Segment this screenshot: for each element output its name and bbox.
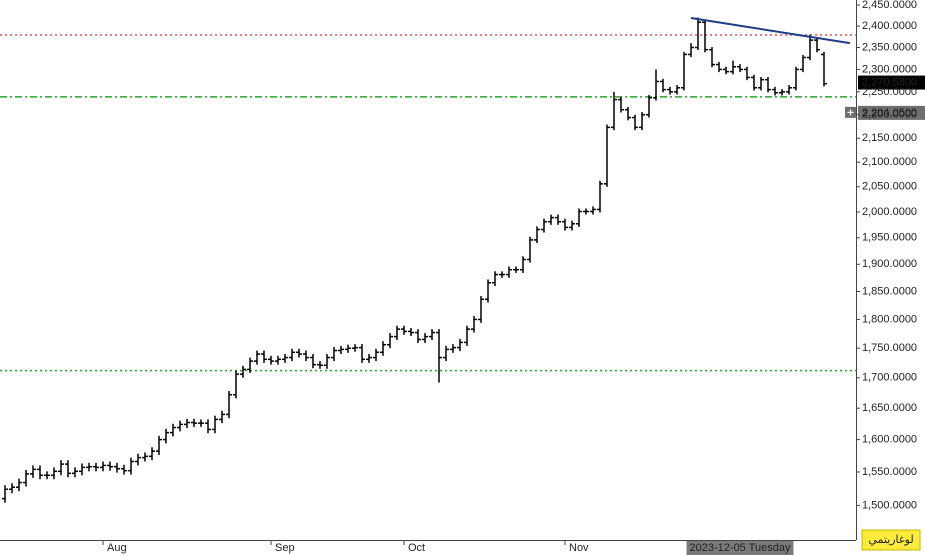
y-tick-label: 1,950.0000 <box>862 232 917 244</box>
y-tick-label: 1,700.0000 <box>862 372 917 384</box>
scale-button[interactable] <box>861 529 921 551</box>
price-label-box <box>858 105 925 120</box>
y-tick-label: 2,000.0000 <box>862 206 917 218</box>
x-label-highlight <box>686 541 794 555</box>
y-tick-label: 1,650.0000 <box>862 402 917 414</box>
x-tick-label: Oct <box>408 542 425 554</box>
y-tick-label: 1,600.0000 <box>862 433 917 445</box>
x-tick-label: Aug <box>107 542 127 554</box>
y-tick-label: 1,500.0000 <box>862 499 917 511</box>
y-tick-label: 2,250.0000 <box>862 86 917 98</box>
trendline <box>690 16 851 45</box>
scale-button-label[interactable]: لوغاريتمي <box>868 534 913 546</box>
y-tick-label: 1,550.0000 <box>862 466 917 478</box>
x-tick-label: Sep <box>275 542 295 554</box>
plot <box>0 16 856 503</box>
y-tick-label: 1,850.0000 <box>862 285 917 297</box>
price-label: 2,204.0500 <box>862 107 917 119</box>
y-tick-label: 2,050.0000 <box>862 181 917 193</box>
price-label: 2,270.5800 <box>862 76 917 88</box>
y-tick-label: 2,300.0000 <box>862 63 917 75</box>
y-tick-label: 2,150.0000 <box>862 132 917 144</box>
x-tick-label: 2023-12-05 Tuesday <box>690 542 791 554</box>
y-tick-label: 2,100.0000 <box>862 156 917 168</box>
x-tick-label: Nov <box>569 542 589 554</box>
y-tick-label: 2,350.0000 <box>862 41 917 53</box>
overlay: 2,270.5800 2,204.0500 <box>845 75 925 120</box>
y-tick-label: 1,750.0000 <box>862 342 917 354</box>
y-tick-label: 2,450.0000 <box>862 0 917 11</box>
price-label-box <box>858 75 925 90</box>
y-tick-label: 2,200.0000 <box>862 109 917 121</box>
y-tick-label: 1,800.0000 <box>862 313 917 325</box>
y-tick-label: 1,900.0000 <box>862 258 917 270</box>
y-tick-label: 2,400.0000 <box>862 20 917 32</box>
plus-icon <box>847 109 854 116</box>
